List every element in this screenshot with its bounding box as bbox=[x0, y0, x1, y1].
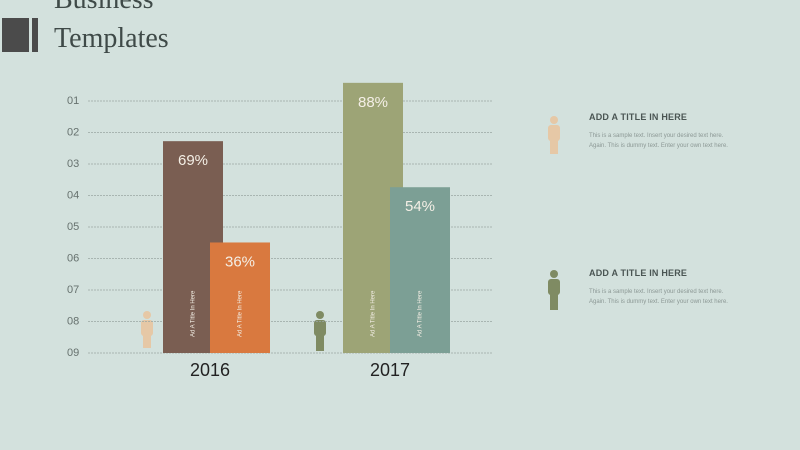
row-label: 07 bbox=[67, 284, 79, 296]
title-line: Templates bbox=[54, 23, 169, 54]
bar bbox=[210, 242, 270, 353]
x-tick-label: 2017 bbox=[370, 360, 410, 380]
person-icon bbox=[548, 116, 560, 154]
panel-title: ADD A TITLE IN HERE bbox=[589, 112, 688, 122]
person-icon bbox=[548, 270, 560, 310]
bar-label: Ad A Title In Here bbox=[418, 290, 424, 337]
row-label: 01 bbox=[67, 95, 79, 107]
title-bar bbox=[32, 18, 38, 52]
panel: ADD A TITLE IN HERE This is a sample tex… bbox=[589, 268, 729, 307]
value-label: 88% bbox=[358, 94, 388, 111]
value-label: 54% bbox=[405, 198, 435, 215]
row-label: 08 bbox=[67, 315, 79, 327]
row-label: 06 bbox=[67, 252, 79, 264]
bar-label: Ad A Title In Here bbox=[191, 290, 197, 337]
x-tick-label: 2016 bbox=[190, 360, 230, 380]
row-label: 05 bbox=[67, 221, 79, 233]
panel-title: ADD A TITLE IN HERE bbox=[589, 268, 688, 278]
bar-label: Ad A Title In Here bbox=[238, 290, 244, 337]
bar bbox=[390, 187, 450, 353]
row-label: 09 bbox=[67, 347, 79, 359]
person-icon bbox=[141, 311, 153, 348]
panel-text: This is a sample text. Insert your desir… bbox=[589, 289, 728, 305]
title-line: Business bbox=[54, 0, 154, 15]
row-label: 03 bbox=[67, 158, 79, 170]
bar-label: Ad A Title In Here bbox=[371, 290, 377, 337]
row-label: 04 bbox=[67, 189, 79, 201]
value-label: 69% bbox=[178, 152, 208, 169]
panel-text: This is a sample text. Insert your desir… bbox=[589, 133, 728, 149]
row-label: 02 bbox=[67, 126, 79, 138]
value-label: 36% bbox=[225, 253, 255, 270]
person-icon bbox=[314, 311, 326, 351]
panel: ADD A TITLE IN HERE This is a sample tex… bbox=[589, 112, 729, 151]
title-block bbox=[2, 18, 29, 52]
